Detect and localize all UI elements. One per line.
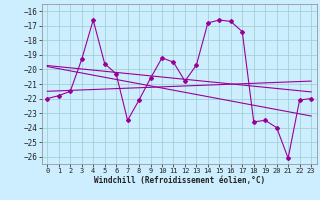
X-axis label: Windchill (Refroidissement éolien,°C): Windchill (Refroidissement éolien,°C)	[94, 176, 265, 185]
